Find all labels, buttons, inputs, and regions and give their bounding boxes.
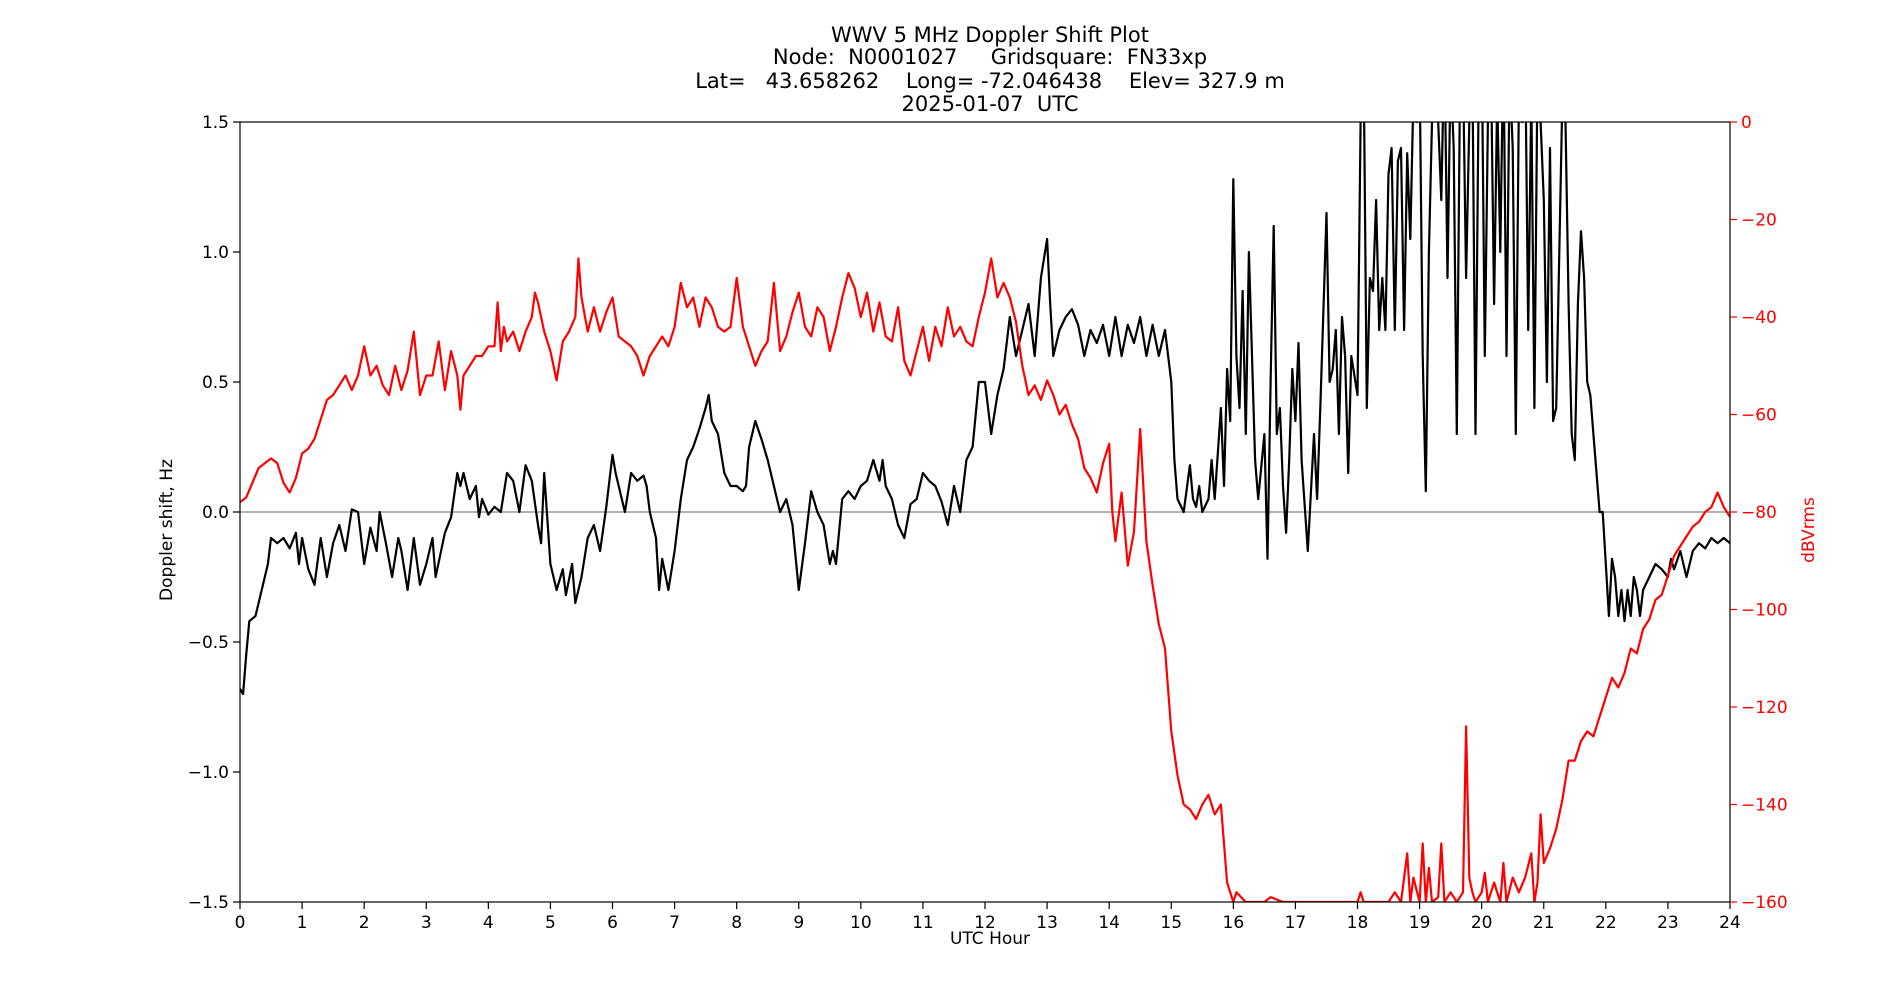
x-tick-label: 2 [359,913,370,933]
plot-area: 0 1 2 3 4 5 6 7 8 9 10 11 12 13 14 15 16 17 18 19 20 21 22 23 24… [188,113,1788,933]
y-tick-label: −0.5 [188,633,229,653]
x-tick-label: 24 [1719,913,1741,933]
y2-tick-label: −100 [1741,601,1788,621]
x-tick-label: 9 [793,913,804,933]
doppler-series-line [240,122,1730,696]
x-tick-label: 13 [1036,913,1058,933]
y2-tick-label: −160 [1741,893,1788,913]
y-tick-label: 0.5 [202,373,229,393]
y-tick-label: 1.0 [202,243,229,263]
x-tick-label: 16 [1223,913,1245,933]
chart-title-line-1: WWV 5 MHz Doppler Shift Plot [831,23,1149,47]
x-tick-label: 1 [297,913,308,933]
x-tick-label: 5 [545,913,556,933]
chart-title-line-3: Lat= 43.658262 Long= -72.046438 Elev= 32… [695,69,1285,93]
x-tick-label: 12 [974,913,996,933]
x-tick-label: 17 [1285,913,1307,933]
y2-tick-label: −80 [1741,503,1777,523]
x-tick-label: 18 [1347,913,1369,933]
chart-title-line-4: 2025-01-07 UTC [901,92,1078,116]
chart-title: WWV 5 MHz Doppler Shift Plot Node: N0001… [695,23,1285,116]
y2-tick-label: −120 [1741,698,1788,718]
y-tick-label: −1.5 [188,893,229,913]
x-tick-label: 20 [1471,913,1493,933]
y2-axis-label: dBVrms [1799,497,1819,563]
x-tick-label: 6 [607,913,618,933]
y-axis-label: Doppler shift, Hz [157,459,177,601]
x-tick-label: 4 [483,913,494,933]
y-tick-label: −1.0 [188,763,229,783]
x-tick-label: 22 [1595,913,1617,933]
x-tick-label: 11 [912,913,934,933]
y2-tick-label: −20 [1741,211,1777,231]
x-tick-label: 19 [1409,913,1431,933]
y2-tick-label: −140 [1741,796,1788,816]
x-tick-label: 15 [1160,913,1182,933]
x-tick-label: 14 [1098,913,1120,933]
y2-tick-label: −40 [1741,308,1777,328]
power-series-line [240,257,1730,902]
chart-title-line-2: Node: N0001027 Gridsquare: FN33xp [773,45,1207,69]
y-tick-label: 1.5 [202,113,229,133]
x-tick-label: 23 [1657,913,1679,933]
y-tick-label: 0.0 [202,503,229,523]
x-tick-label: 21 [1533,913,1555,933]
y2-tick-label: −60 [1741,406,1777,426]
x-tick-label: 7 [669,913,680,933]
x-tick-label: 10 [850,913,872,933]
y2-tick-label: 0 [1741,113,1752,133]
x-axis-label: UTC Hour [950,929,1030,949]
x-tick-label: 3 [421,913,432,933]
x-tick-label: 8 [731,913,742,933]
x-tick-label: 0 [235,913,246,933]
